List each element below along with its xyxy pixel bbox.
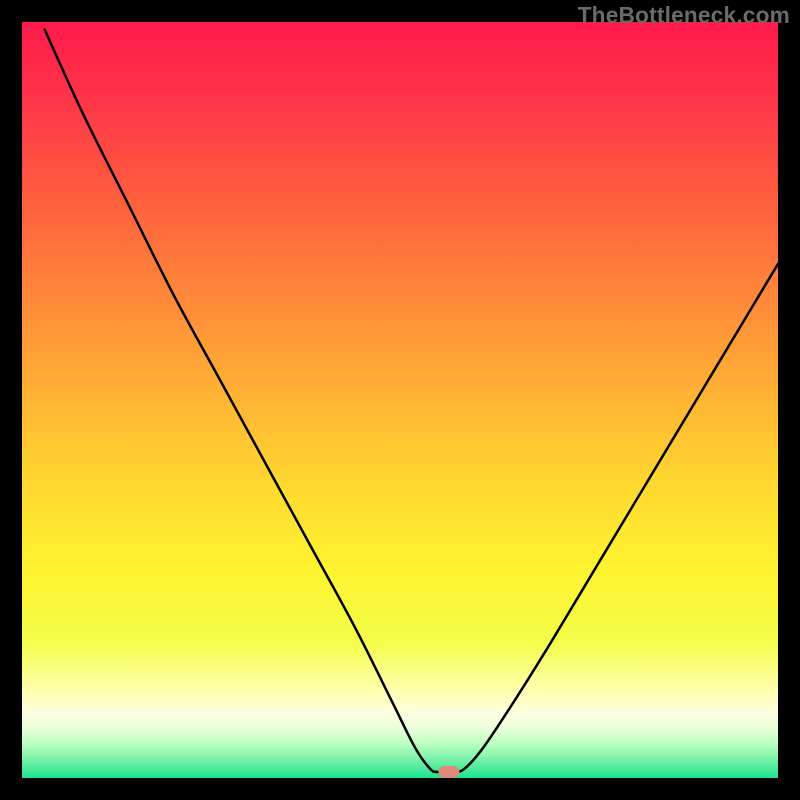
bottleneck-curve [22, 22, 778, 778]
chart-frame: TheBottleneck.com [0, 0, 800, 800]
gradient-background [22, 22, 778, 778]
watermark-text: TheBottleneck.com [578, 2, 790, 29]
optimal-point-marker [439, 766, 460, 778]
plot-area [22, 22, 778, 778]
